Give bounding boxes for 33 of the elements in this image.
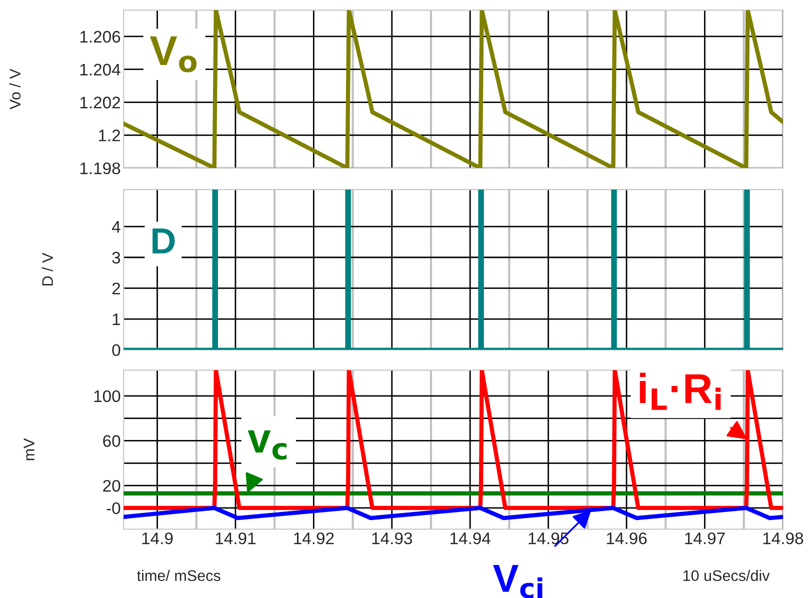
x-tick-label: 14.96 [606, 532, 647, 544]
y-tick-label: 1.2 [98, 130, 120, 142]
y-tick-label: 0 [112, 344, 120, 356]
x-tick-label: 14.9 [142, 532, 173, 544]
y-tick-label: 3 [112, 252, 120, 264]
y-tick-label: -0 [106, 502, 120, 514]
x-tick-label: 14.97 [685, 532, 725, 544]
y-tick-label: 1.206 [80, 30, 120, 43]
y-axis-title: Vo / V [9, 68, 21, 110]
series-label: v$_{c}$ [248, 430, 287, 460]
y-tick-label: 1.198 [80, 162, 120, 174]
x-tick-label: 14.91 [216, 532, 256, 544]
x-tick-label: 14.92 [294, 532, 334, 544]
y-tick-label: 1.202 [80, 96, 120, 108]
x-tick-label: 14.94 [450, 532, 490, 544]
y-tick-label: 20 [103, 480, 120, 492]
series-label: i$_{L}$·R$_{i}$ [640, 372, 721, 410]
y-tick-label: 2 [112, 282, 120, 294]
text: time/ mSecs [137, 570, 220, 582]
y-tick-label: 100 [94, 390, 120, 402]
y-tick-label: 1 [112, 314, 120, 326]
legend-label: V$_{ci}$ [493, 564, 542, 598]
text: 10 uSecs/div [683, 570, 770, 582]
y-tick-label: 4 [112, 221, 120, 233]
series-label: D [152, 228, 175, 254]
y-tick-label: 1.204 [80, 64, 120, 76]
x-tick-label: 14.98 [763, 532, 804, 544]
y-axis-title: mV [24, 438, 34, 460]
x-tick-label: 14.93 [372, 532, 412, 544]
y-tick-label: 60 [103, 435, 120, 447]
series-label: V$_{o}$ [150, 36, 197, 72]
line-series [124, 10, 783, 168]
y-axis-title: D / V [42, 252, 54, 286]
